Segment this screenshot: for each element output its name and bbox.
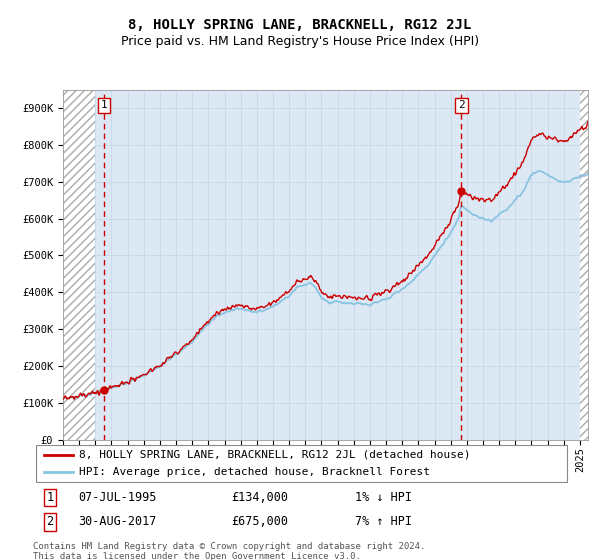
Bar xyxy=(580,90,588,440)
Text: 2: 2 xyxy=(47,515,54,528)
FancyBboxPatch shape xyxy=(35,445,568,482)
Text: 8, HOLLY SPRING LANE, BRACKNELL, RG12 2JL (detached house): 8, HOLLY SPRING LANE, BRACKNELL, RG12 2J… xyxy=(79,450,470,460)
Text: Contains HM Land Registry data © Crown copyright and database right 2024.
This d: Contains HM Land Registry data © Crown c… xyxy=(33,542,425,560)
Text: 1% ↓ HPI: 1% ↓ HPI xyxy=(355,491,412,504)
Text: HPI: Average price, detached house, Bracknell Forest: HPI: Average price, detached house, Brac… xyxy=(79,468,430,478)
Text: £134,000: £134,000 xyxy=(232,491,289,504)
Bar xyxy=(63,90,95,440)
Text: £675,000: £675,000 xyxy=(232,515,289,528)
Text: 30-AUG-2017: 30-AUG-2017 xyxy=(79,515,157,528)
Text: 1: 1 xyxy=(100,100,107,110)
Text: 2: 2 xyxy=(458,100,465,110)
Text: 1: 1 xyxy=(47,491,54,504)
Text: 7% ↑ HPI: 7% ↑ HPI xyxy=(355,515,412,528)
Text: Price paid vs. HM Land Registry's House Price Index (HPI): Price paid vs. HM Land Registry's House … xyxy=(121,35,479,48)
Text: 8, HOLLY SPRING LANE, BRACKNELL, RG12 2JL: 8, HOLLY SPRING LANE, BRACKNELL, RG12 2J… xyxy=(128,18,472,32)
Text: 07-JUL-1995: 07-JUL-1995 xyxy=(79,491,157,504)
